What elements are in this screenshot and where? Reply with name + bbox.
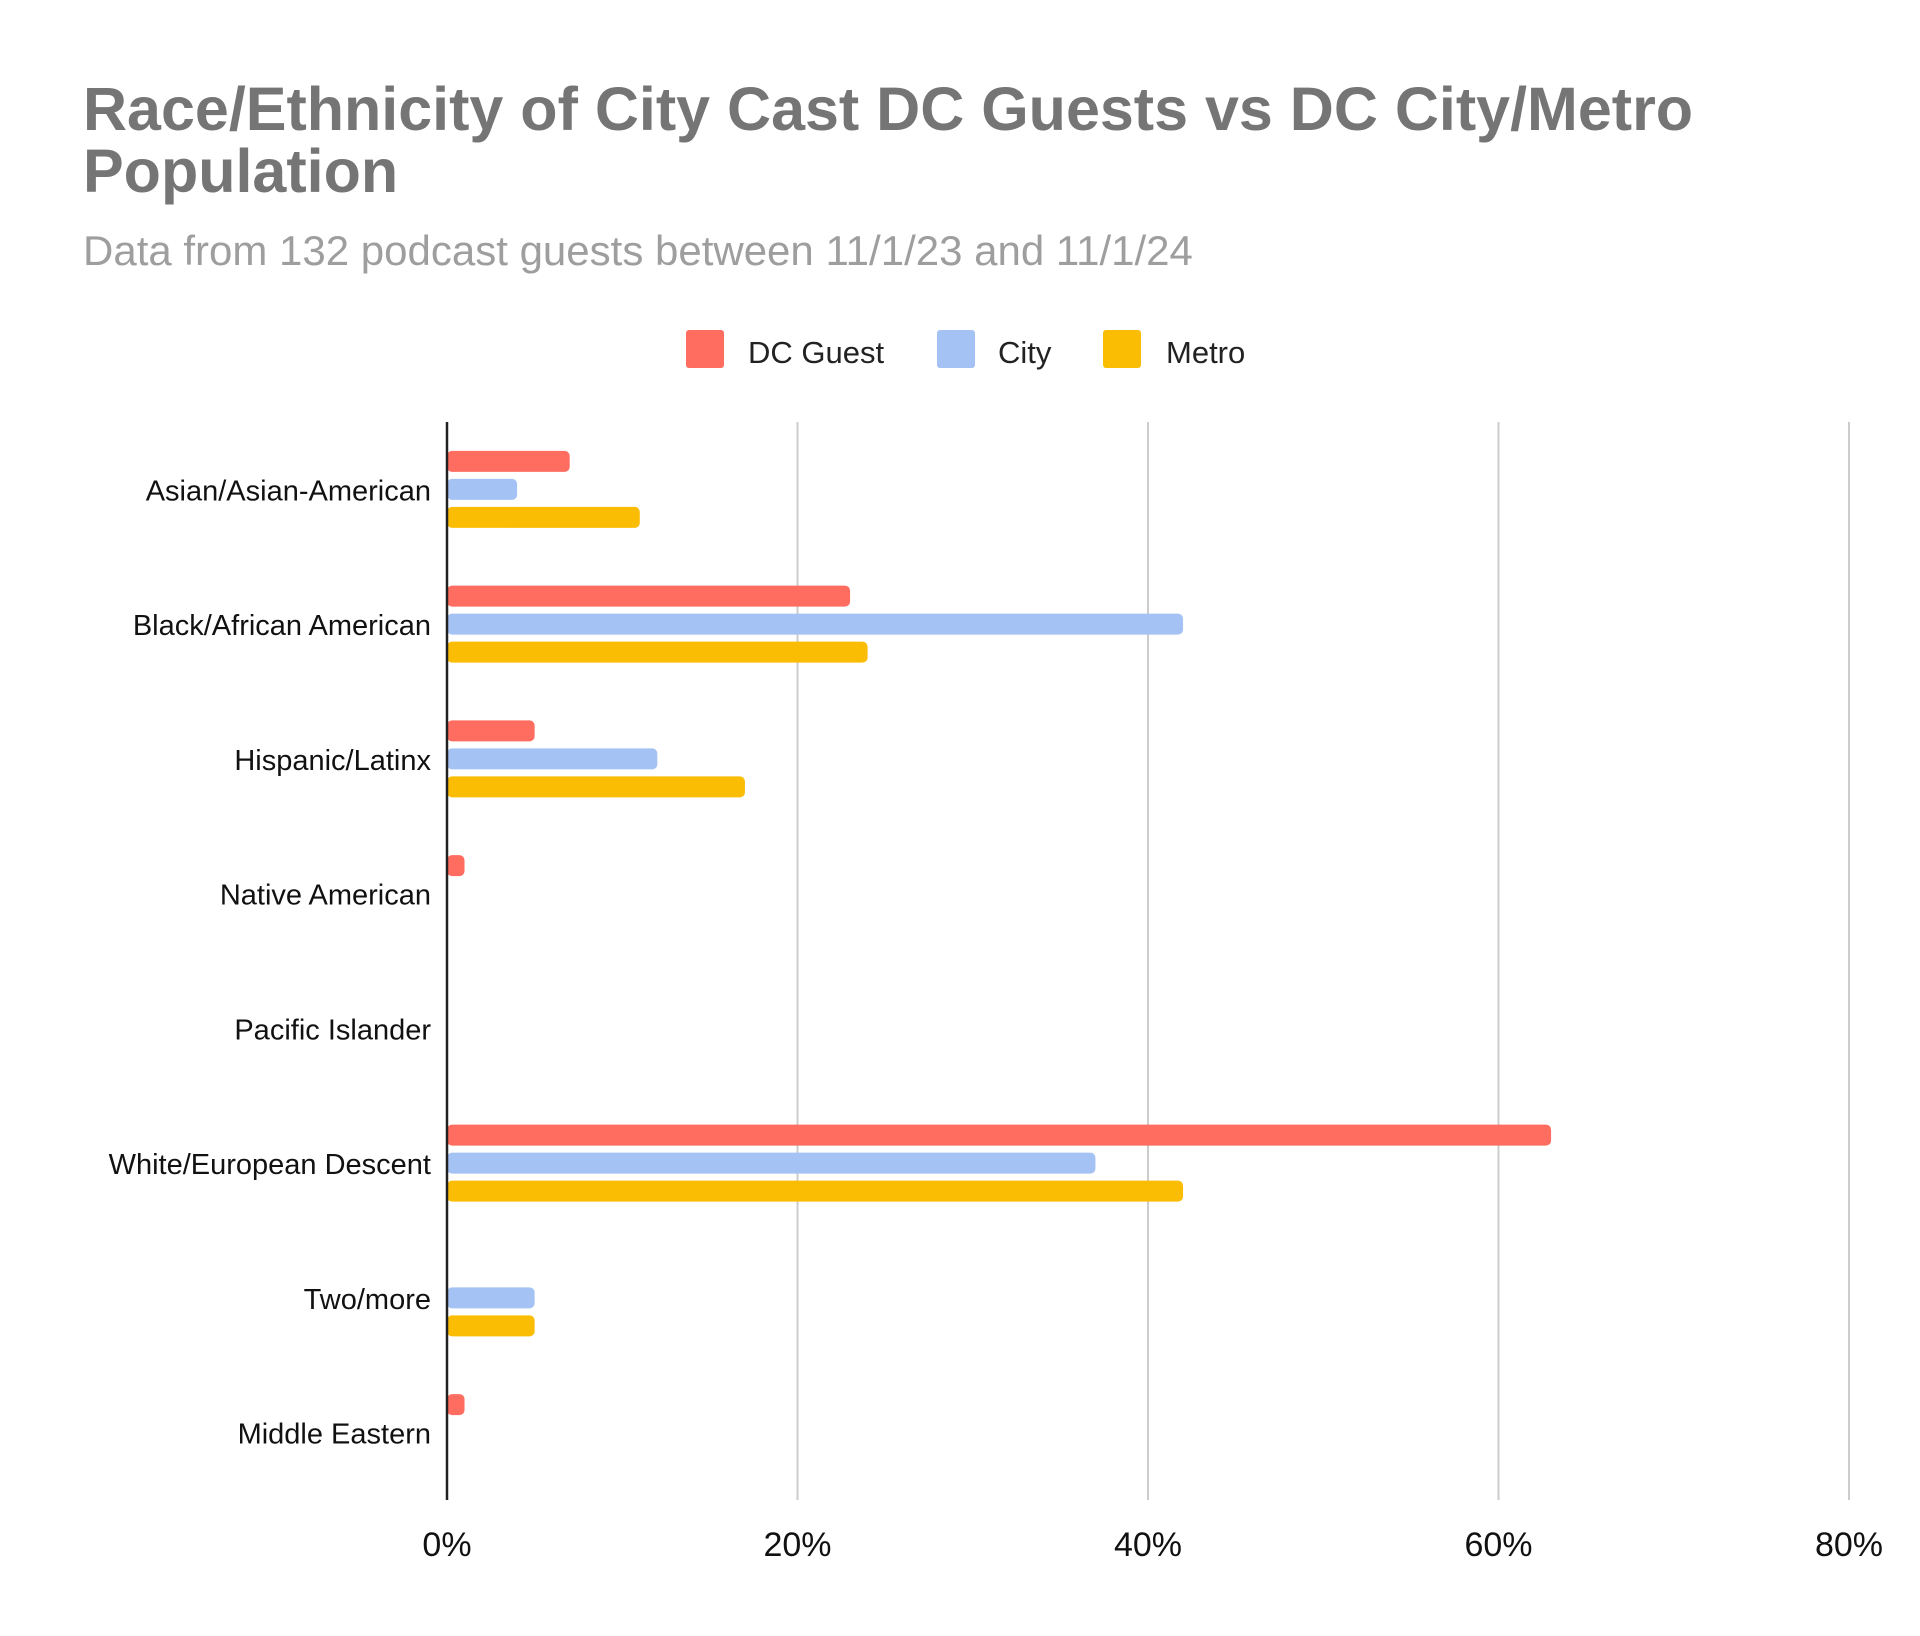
bar-dc-guest-native-american: [447, 855, 465, 877]
chart-subtitle: Data from 132 podcast guests between 11/…: [83, 227, 1193, 274]
bar-dc-guest-white-european-descent: [447, 1124, 1552, 1146]
chart-title: Race/Ethnicity of City Cast DC Guests vs…: [83, 75, 1694, 205]
x-axis: 0% 20% 40% 60% 80%: [422, 1526, 1883, 1564]
legend-swatch-metro: [1103, 330, 1141, 368]
x-tick-label: 60%: [1464, 1526, 1532, 1564]
category-label-hispanic-latinx: Hispanic/Latinx: [234, 745, 431, 777]
category-label-black-african-american: Black/African American: [133, 610, 431, 642]
bar-metro-hispanic-latinx: [447, 776, 745, 798]
bar-dc-guest-black-african-american: [447, 585, 851, 607]
bar-city-white-european-descent: [447, 1152, 1096, 1174]
gridlines: [796, 422, 1850, 1500]
bar-metro-two-more: [447, 1315, 535, 1337]
category-label-native-american: Native American: [220, 880, 431, 912]
bar-dc-guest-middle-eastern: [447, 1394, 465, 1416]
category-label-white-european-descent: White/European Descent: [109, 1149, 431, 1181]
category-label-pacific-islander: Pacific Islander: [234, 1014, 431, 1046]
legend-swatch-dc-guest: [686, 330, 724, 368]
category-label-middle-eastern: Middle Eastern: [238, 1419, 431, 1451]
bar-city-black-african-american: [447, 613, 1184, 635]
x-tick-label: 20%: [763, 1526, 831, 1564]
legend-label-city: City: [998, 335, 1052, 370]
category-label-two-more: Two/more: [304, 1284, 431, 1316]
legend-swatch-city: [937, 330, 975, 368]
bar-city-two-more: [447, 1287, 535, 1309]
category-label-asian-asian-american: Asian/Asian-American: [146, 475, 431, 507]
legend-label-metro: Metro: [1166, 335, 1245, 370]
bar-metro-black-african-american: [447, 641, 868, 663]
bar-dc-guest-asian-asian-american: [447, 450, 570, 472]
bar-dc-guest-hispanic-latinx: [447, 720, 535, 742]
x-tick-label: 40%: [1114, 1526, 1182, 1564]
x-tick-label: 0%: [422, 1526, 471, 1564]
legend-label-dc-guest: DC Guest: [748, 335, 884, 370]
bar-metro-asian-asian-american: [447, 506, 640, 528]
bars: [447, 450, 1552, 1416]
y-axis: Asian/Asian-American Black/African Americ…: [109, 422, 449, 1500]
bar-city-asian-asian-american: [447, 478, 518, 500]
bar-city-hispanic-latinx: [447, 748, 658, 770]
legend: DC Guest City Metro: [686, 330, 1245, 370]
x-tick-label: 80%: [1815, 1526, 1883, 1564]
bar-metro-white-european-descent: [447, 1180, 1184, 1202]
